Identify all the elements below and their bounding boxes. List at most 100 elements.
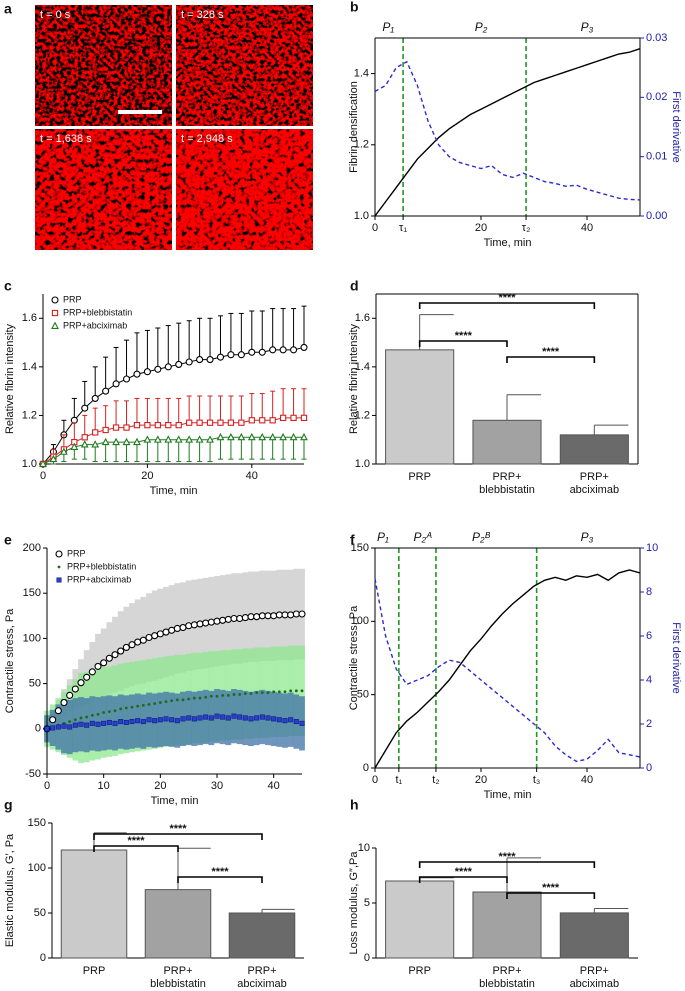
marker	[208, 715, 214, 721]
marker	[174, 718, 180, 724]
marker	[290, 414, 297, 422]
marker	[85, 715, 89, 719]
marker	[258, 432, 267, 441]
marker	[216, 432, 225, 441]
legend-label: PRP+abciximab	[67, 574, 131, 584]
marker	[147, 702, 151, 706]
marker	[206, 419, 214, 426]
significance-label: ****	[542, 882, 560, 894]
marker	[192, 696, 196, 700]
marker	[77, 679, 85, 687]
line	[374, 578, 641, 763]
marker	[105, 654, 113, 662]
marker	[84, 722, 90, 728]
marker	[112, 424, 120, 431]
marker	[117, 647, 125, 655]
legend-label: PRP+blebbistatin	[67, 561, 136, 571]
marker	[300, 414, 308, 422]
marker	[102, 426, 109, 434]
marker	[299, 720, 305, 726]
marker	[181, 698, 185, 702]
y-tick-label: 1.2	[355, 409, 370, 421]
micrograph-texture	[35, 129, 172, 250]
marker	[139, 636, 147, 644]
marker	[259, 714, 265, 720]
marker	[59, 447, 68, 455]
marker	[133, 370, 141, 378]
x-tick-label: 0	[44, 780, 50, 792]
x-tick-label: PRP	[408, 471, 431, 483]
marker	[227, 432, 235, 441]
line	[42, 417, 304, 465]
marker	[196, 620, 204, 628]
marker	[133, 421, 141, 429]
marker	[206, 356, 214, 364]
marker	[259, 417, 266, 424]
x-axis-label: Time, min	[151, 795, 199, 807]
marker	[156, 630, 164, 638]
marker	[123, 719, 129, 725]
marker	[73, 718, 77, 722]
marker	[219, 616, 227, 624]
marker	[253, 613, 261, 621]
marker	[112, 720, 118, 726]
x-tick-label: blebbistatin	[479, 484, 535, 496]
marker	[153, 435, 162, 443]
line	[374, 48, 641, 217]
marker	[198, 696, 202, 700]
x-tick-label: 20	[475, 222, 487, 234]
marker	[300, 432, 308, 441]
phase-label: P₃	[581, 530, 594, 544]
marker	[226, 693, 230, 697]
marker	[237, 432, 246, 441]
x-tick-label: PRP+	[580, 471, 609, 483]
micrograph-texture	[35, 5, 172, 126]
marker	[197, 715, 203, 721]
marker	[221, 693, 225, 697]
marker	[50, 725, 56, 731]
marker	[264, 612, 272, 620]
y-tick-label: 5	[364, 897, 370, 909]
micrograph-texture	[176, 5, 313, 126]
marker	[300, 343, 308, 351]
marker	[281, 611, 289, 619]
marker	[175, 698, 179, 702]
marker	[268, 432, 277, 441]
y-tick-label: 50	[357, 689, 369, 701]
y2-tick-label: 6	[646, 630, 652, 642]
marker	[152, 718, 158, 724]
frame-label: t = 1,638 s	[40, 133, 92, 145]
marker	[238, 419, 245, 426]
significance-label: ****	[455, 330, 473, 342]
marker	[55, 550, 63, 558]
marker	[72, 722, 78, 728]
marker	[162, 628, 170, 636]
marker	[111, 651, 119, 659]
x-tick-label: 40	[246, 470, 258, 482]
marker	[258, 612, 266, 620]
marker	[247, 432, 256, 441]
marker	[101, 437, 110, 446]
marker	[175, 421, 182, 429]
x-tick-label: 40	[581, 774, 593, 786]
significance-bracket	[177, 876, 263, 883]
marker	[169, 717, 175, 723]
x-tick-label: PRP+	[492, 471, 521, 483]
panel-letter: h	[350, 797, 359, 813]
y2-tick-label: 0.01	[646, 151, 667, 163]
marker	[180, 716, 186, 722]
y2-tick-label: 0.00	[646, 210, 667, 222]
y2-tick-label: 2	[646, 718, 652, 730]
marker	[56, 577, 62, 583]
significance-bracket	[418, 876, 508, 883]
marker	[55, 724, 61, 730]
marker	[209, 694, 213, 698]
y-tick-label: 150	[23, 587, 41, 599]
significance-label: ****	[542, 346, 560, 358]
marker	[71, 685, 79, 693]
y2-tick-label: 0.02	[646, 91, 667, 103]
marker	[92, 429, 99, 436]
marker	[282, 718, 288, 724]
marker	[119, 707, 123, 711]
marker	[146, 717, 152, 723]
